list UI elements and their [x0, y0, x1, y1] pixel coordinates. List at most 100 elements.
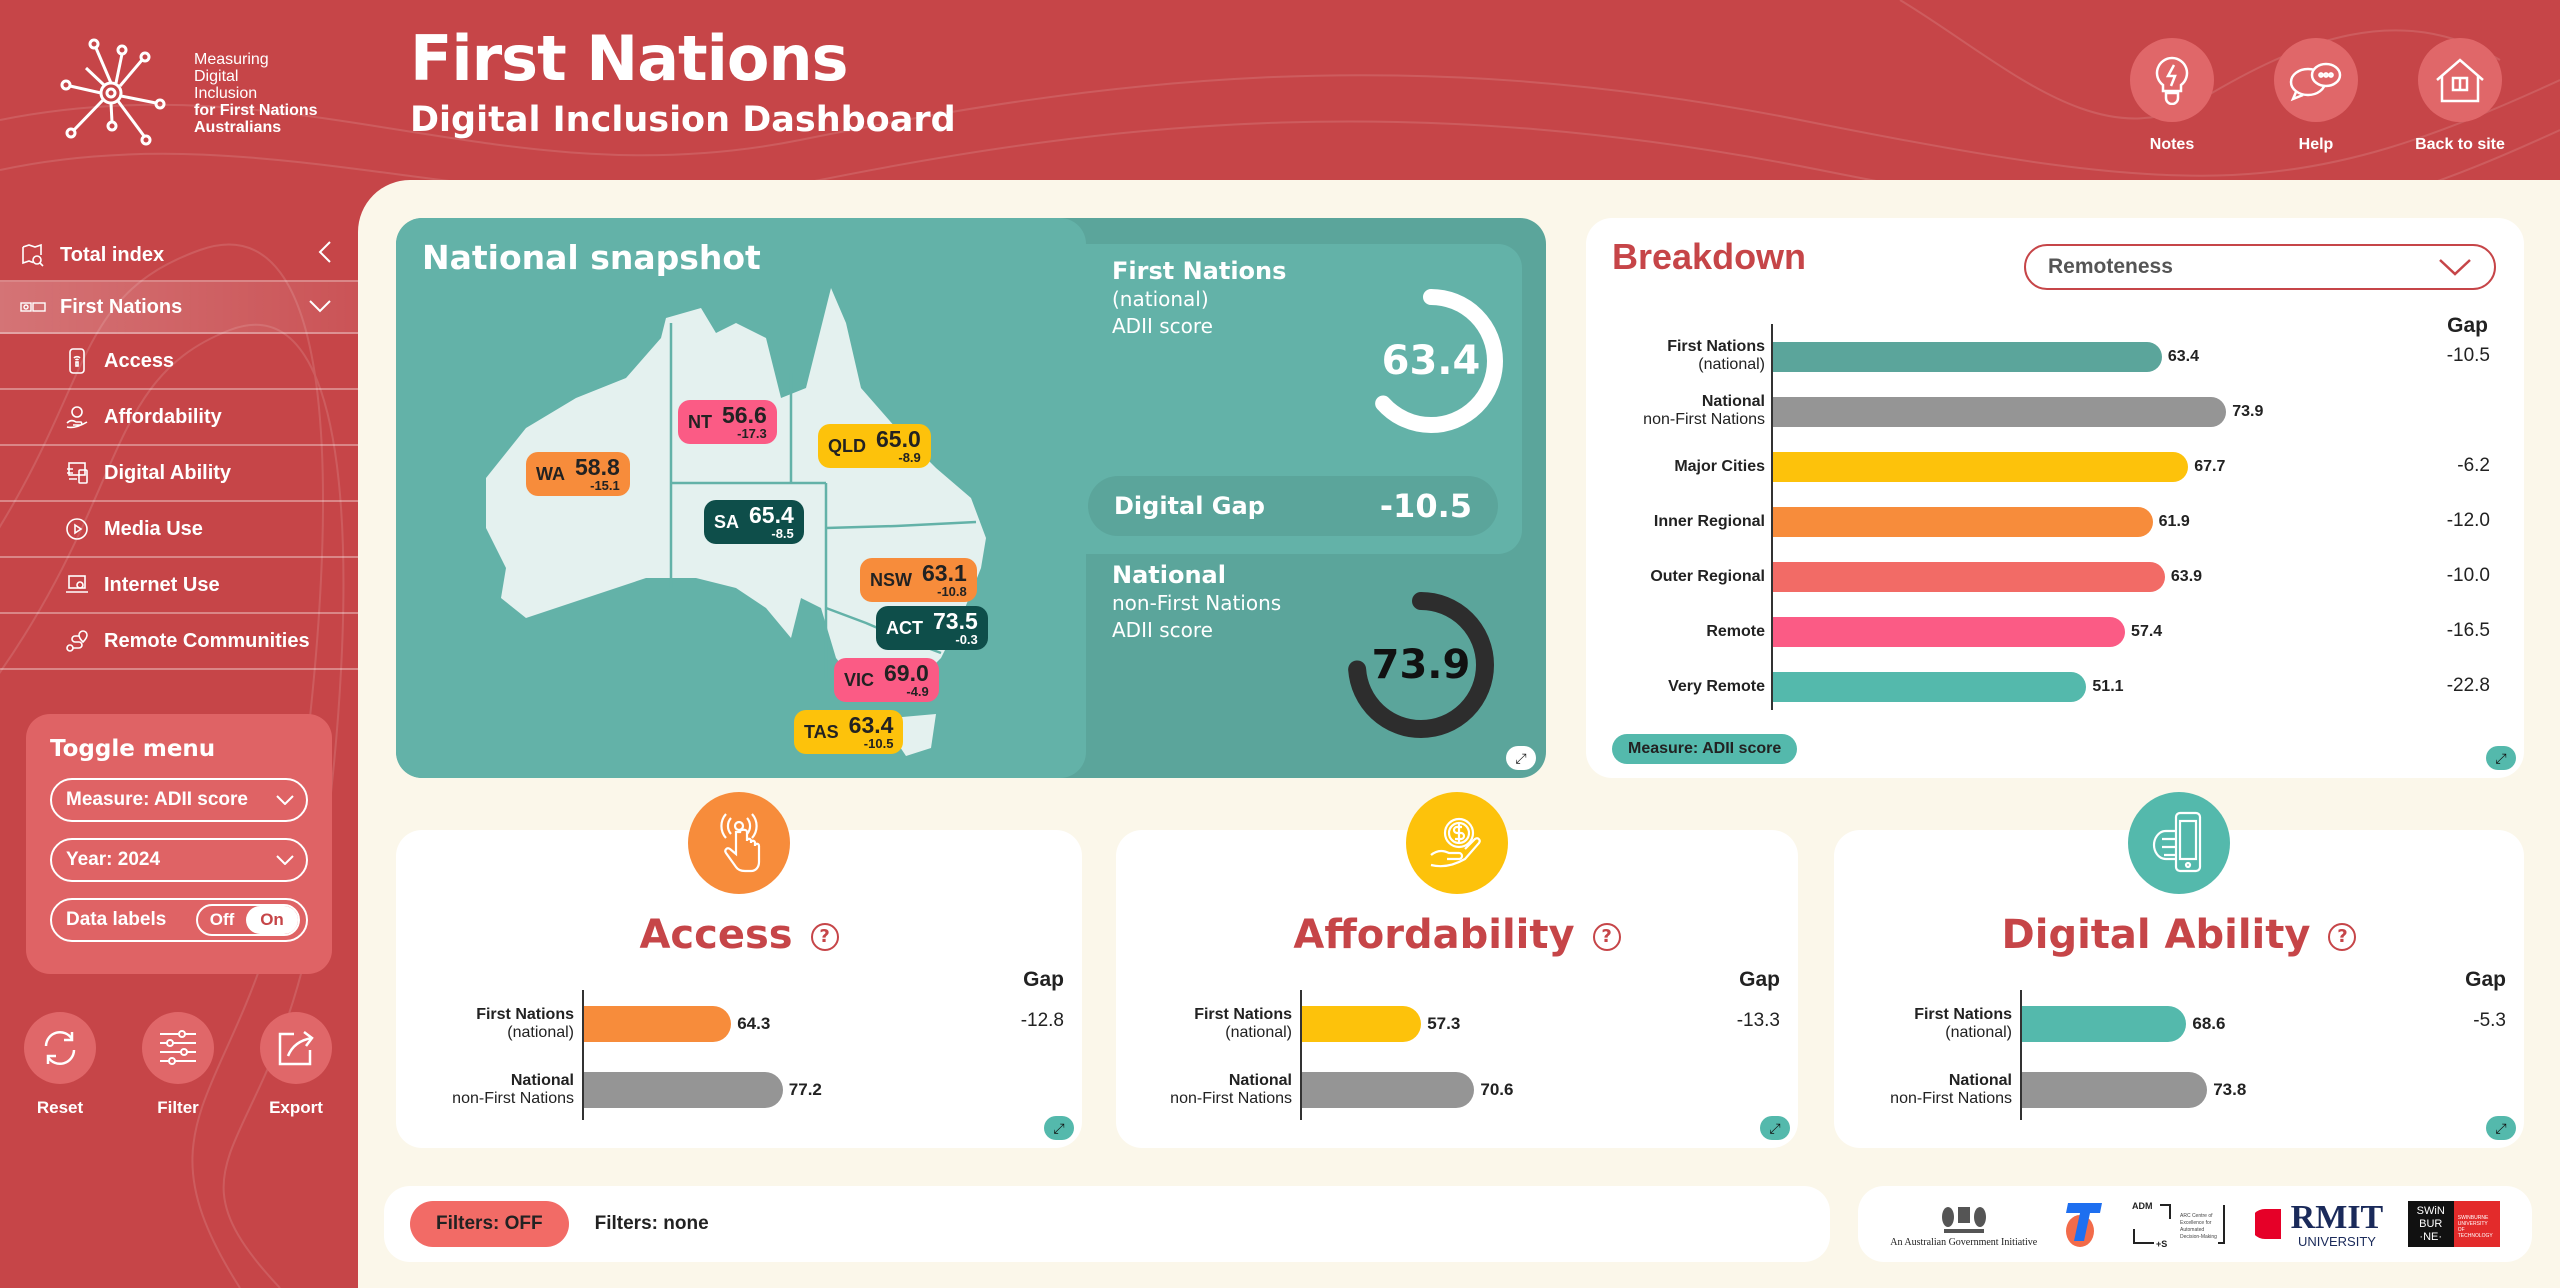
sidebar-item-access[interactable]: Access [0, 334, 358, 390]
flag-icon [20, 294, 46, 320]
network-star-icon [60, 38, 166, 146]
chevron-left-icon[interactable] [318, 240, 332, 270]
sidebar-item-remote-communities[interactable]: Remote Communities [0, 614, 358, 670]
bar-label: National non-First Nations [1170, 1072, 1292, 1107]
bar-value: 57.4 [2131, 623, 2163, 640]
data-labels-toggle[interactable]: Off On [196, 904, 300, 936]
brand-logo[interactable]: Measuring Digital Inclusion for First Na… [56, 38, 318, 148]
first-nations-score-label: First Nations (national) ADII score [1112, 257, 1287, 339]
help-icon[interactable]: ? [1592, 923, 1621, 951]
filters-toggle-button[interactable]: Filters: OFF [410, 1201, 569, 1247]
bar-label: Very Remote [1668, 678, 1765, 695]
back-to-site-button[interactable]: Back to site [2410, 38, 2510, 154]
bar-row[interactable]: 57.3 [1302, 1006, 1460, 1042]
bar-row[interactable]: 73.8 [2022, 1072, 2246, 1108]
breakdown-axis [1771, 324, 1773, 710]
snapshot-expand-button[interactable]: ⤢ [1506, 746, 1536, 770]
state-badge-wa[interactable]: WA 58.8 -15.1 [526, 452, 630, 496]
bar-gap: -12.0 [2446, 510, 2490, 531]
adm-s-logo[interactable]: ADM +S ARC Centre of Excellence for Automate… [2130, 1199, 2230, 1249]
dim-axis [582, 990, 584, 1120]
state-badge-nt[interactable]: NT 56.6 -17.3 [678, 400, 777, 444]
bar-gap: -6.2 [2457, 455, 2490, 476]
bar-row[interactable]: 77.2 [584, 1072, 822, 1108]
help-icon[interactable]: ? [810, 923, 839, 951]
dim-axis [2020, 990, 2022, 1120]
filter-button[interactable]: Filter [142, 1012, 214, 1118]
national-snapshot-card: National snapshot WA 58. [396, 218, 1546, 778]
bar-gap: -10.0 [2446, 565, 2490, 586]
bar-label: National non-First Nations [1643, 393, 1765, 428]
state-badge-act[interactable]: ACT 73.5 -0.3 [876, 606, 988, 650]
coat-of-arms-icon [1941, 1206, 1986, 1233]
bar-gap: -16.5 [2446, 620, 2490, 641]
hand-coin-icon [1406, 792, 1508, 894]
bar-label: Remote [1706, 623, 1765, 640]
reset-button[interactable]: Reset [24, 1012, 96, 1118]
bar-label: First Nations (national) [476, 1006, 574, 1041]
access-card: Access? Gap -12.8 First Nations (national… [396, 792, 1082, 1148]
bar [1773, 452, 2189, 482]
notes-button[interactable]: Notes [2122, 38, 2222, 154]
bar-row[interactable]: 61.9 [1773, 507, 2190, 537]
main-content: National snapshot WA 58. [358, 180, 2560, 1288]
export-button[interactable]: Export [260, 1012, 332, 1118]
digital-ability-title: Digital Ability? [1834, 912, 2524, 958]
svg-text:Automated: Automated [2180, 1227, 2204, 1233]
access-expand-button[interactable]: ⤢ [1044, 1116, 1074, 1140]
bar-row[interactable]: 63.9 [1773, 562, 2202, 592]
state-badge-qld[interactable]: QLD 65.0 -8.9 [818, 424, 931, 468]
help-icon[interactable]: ? [2328, 923, 2357, 951]
chevron-down-icon [2439, 259, 2471, 276]
state-badge-tas[interactable]: TAS 63.4 -10.5 [794, 710, 904, 754]
help-button[interactable]: Help [2266, 38, 2366, 154]
sidebar-item-media-use[interactable]: Media Use [0, 502, 358, 558]
affordability-expand-button[interactable]: ⤢ [1760, 1116, 1790, 1140]
digital-ability-expand-button[interactable]: ⤢ [2486, 1116, 2516, 1140]
rmit-logo[interactable]: RMIT UNIVERSITY [2254, 1200, 2383, 1248]
sidebar-item-digital-ability[interactable]: Digital Ability [0, 446, 358, 502]
australian-government-logo[interactable]: An Australian Government Initiative [1890, 1201, 2037, 1248]
play-circle-icon [64, 516, 90, 542]
bar-row[interactable]: 73.9 [1773, 397, 2263, 427]
bar-row[interactable]: 63.4 [1773, 342, 2199, 372]
digital-ability-card: Digital Ability? Gap -5.3 First Nations(… [1834, 792, 2524, 1148]
svg-text:Excellence for: Excellence for [2180, 1220, 2212, 1226]
state-badge-nsw[interactable]: NSW 63.1 -10.8 [860, 558, 977, 602]
bar-row[interactable]: 67.7 [1773, 452, 2225, 482]
breakdown-select[interactable]: Remoteness [2024, 244, 2496, 290]
access-title: Access? [396, 912, 1082, 958]
sidebar-item-total-index[interactable]: Total index [0, 230, 358, 282]
bar-row[interactable]: 51.1 [1773, 672, 2124, 702]
digital-gap-pill: Digital Gap -10.5 [1088, 476, 1498, 536]
sidebar-item-internet-use[interactable]: Internet Use [0, 558, 358, 614]
snapshot-title: National snapshot [422, 238, 761, 277]
year-select[interactable]: Year: 2024 [50, 838, 308, 882]
bar [1773, 672, 2087, 702]
sidebar-item-first-nations[interactable]: First Nations [0, 282, 358, 334]
national-gauge: 73.9 [1346, 590, 1496, 740]
sidebar-item-affordability[interactable]: Affordability [0, 390, 358, 446]
bar-value: 63.9 [2170, 568, 2203, 585]
bar-value: 61.9 [2158, 513, 2190, 530]
devices-icon [64, 460, 90, 486]
state-badge-vic[interactable]: VIC 69.0 -4.9 [834, 658, 939, 702]
hand-coin-icon [64, 404, 90, 430]
bar [1773, 617, 2126, 647]
swinburne-logo[interactable]: SWiN BUR ·NE· SWINBURNE UNIVERSITY OF TECH… [2407, 1201, 2500, 1247]
bar-row[interactable]: 57.4 [1773, 617, 2162, 647]
bar-row[interactable]: 68.6 [2022, 1006, 2225, 1042]
svg-text:+S: +S [2156, 1239, 2167, 1249]
measure-select[interactable]: Measure: ADII score [50, 778, 308, 822]
chevron-down-icon[interactable] [308, 296, 332, 319]
breakdown-expand-button[interactable]: ⤢ [2486, 746, 2516, 770]
bar-row[interactable]: 70.6 [1302, 1072, 1513, 1108]
filters-bar: Filters: OFF Filters: none [384, 1186, 1830, 1262]
bar-label: First Nations (national) [1914, 1006, 2012, 1041]
rmit-pixel-icon [2254, 1209, 2281, 1239]
telstra-logo[interactable] [2062, 1199, 2106, 1249]
state-badge-sa[interactable]: SA 65.4 -8.5 [704, 500, 804, 544]
australia-map[interactable]: WA 58.8 -15.1 NT 56.6 -17.3 QLD 65.0 -8.9 S… [466, 278, 1026, 758]
bar-row[interactable]: 64.3 [584, 1006, 770, 1042]
phone-wifi-icon [64, 348, 90, 374]
